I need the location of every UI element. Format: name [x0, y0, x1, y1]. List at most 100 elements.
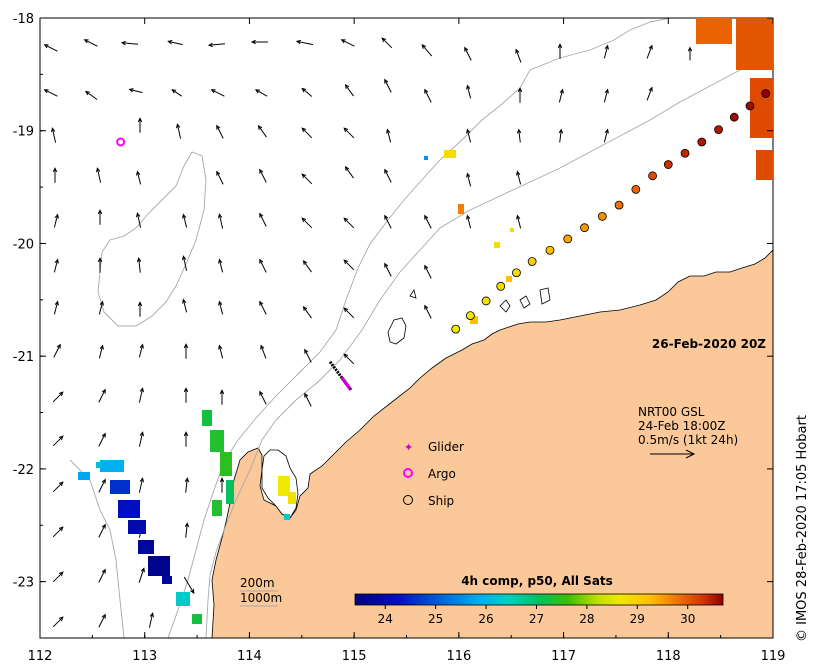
current-vector	[421, 44, 433, 57]
sst-patch	[278, 476, 290, 496]
ship-track-point	[614, 200, 624, 210]
sst-patch	[212, 500, 222, 516]
current-vector	[518, 129, 521, 143]
current-vector-head	[343, 353, 349, 359]
colorbar-title: 4h comp, p50, All Sats	[461, 574, 613, 588]
current-vector	[171, 89, 183, 97]
current-vector-head	[101, 432, 106, 438]
current-vector-head	[464, 46, 469, 52]
ship-track-point	[729, 112, 739, 122]
current-vector	[301, 173, 313, 185]
y-tick-label: -19	[13, 125, 34, 140]
current-vector	[52, 435, 64, 447]
current-vector	[343, 259, 355, 271]
current-vector	[558, 89, 564, 103]
current-vector-head	[304, 392, 309, 398]
velocity-scale-arrowhead	[685, 449, 696, 459]
sst-patch	[510, 228, 514, 232]
current-vector-head	[424, 214, 429, 220]
current-vector-head	[136, 257, 142, 263]
current-vector	[218, 345, 224, 359]
isobath-200m-label: 200m	[240, 576, 275, 590]
current-vector-head	[254, 89, 260, 94]
current-vector-head	[604, 128, 609, 134]
current-vector-head	[466, 214, 471, 220]
current-vector-head	[101, 613, 106, 619]
current-vector-head	[120, 40, 126, 46]
current-vector	[515, 49, 522, 63]
ship-track-point	[745, 101, 755, 111]
ship-track-point	[697, 137, 707, 147]
observation-layer	[116, 89, 771, 391]
current-vector-head	[516, 170, 521, 176]
current-vector	[148, 613, 154, 628]
current-vector	[208, 43, 226, 46]
current-vector	[466, 85, 472, 99]
current-vector	[218, 301, 224, 315]
ship-track-point	[714, 125, 723, 135]
current-vector	[183, 576, 195, 594]
current-vector-head	[99, 300, 104, 306]
current-vector-head	[175, 123, 181, 129]
current-vector-head	[183, 343, 189, 349]
current-vector-head	[421, 44, 427, 49]
sst-patch	[78, 472, 90, 480]
current-vector-head	[139, 343, 144, 349]
current-vector-head	[184, 522, 190, 528]
current-vector-head	[343, 127, 349, 133]
sst-patch	[176, 592, 190, 606]
ship-track-point	[465, 311, 475, 321]
current-vector-head	[687, 46, 693, 52]
current-vector-head	[183, 387, 189, 393]
current-vector	[603, 45, 609, 59]
current-vector	[603, 89, 609, 103]
current-vector	[138, 344, 144, 358]
current-vector-head	[139, 431, 145, 437]
colorbar-gradient	[354, 593, 724, 606]
map-timestamp: 26-Feb-2020 20Z	[652, 337, 766, 351]
current-vector	[136, 171, 142, 185]
sst-patch	[506, 276, 512, 282]
current-vector	[646, 45, 653, 59]
current-vector	[129, 88, 143, 94]
current-vector-head	[128, 88, 134, 93]
current-vector-head	[136, 170, 141, 176]
current-vector	[168, 40, 183, 46]
australia-land	[211, 249, 773, 638]
sst-patch	[202, 410, 212, 426]
ship-track-point	[580, 223, 589, 233]
current-vector	[176, 124, 182, 139]
x-tick-label: 113	[132, 649, 157, 664]
y-tick-label: -23	[13, 576, 34, 591]
current-vector-head	[384, 78, 389, 84]
current-vector-head	[83, 39, 89, 44]
current-vector	[138, 388, 144, 403]
current-vector-head	[648, 86, 653, 92]
current-vector-head	[101, 388, 106, 394]
current-vector	[185, 478, 188, 493]
current-vector-head	[149, 612, 155, 618]
current-vector	[303, 306, 312, 319]
current-vector-head	[97, 257, 103, 263]
current-vector	[136, 213, 142, 228]
current-vector	[386, 129, 392, 143]
current-vector-head	[343, 259, 349, 265]
plateau-outline	[97, 151, 207, 327]
current-vector	[98, 433, 106, 447]
ship-track-point	[563, 234, 573, 244]
current-vector	[304, 349, 312, 363]
current-vector-head	[466, 84, 471, 90]
ship-track-point	[527, 257, 537, 266]
argo-legend-icon	[403, 468, 413, 478]
current-vector-head	[386, 128, 391, 134]
current-vector-head	[344, 83, 350, 89]
current-vector-head	[184, 477, 190, 483]
current-vector	[424, 89, 432, 103]
current-vector-head	[424, 304, 429, 310]
current-vector	[304, 393, 312, 407]
current-vector	[424, 305, 432, 319]
current-vector	[52, 481, 64, 493]
current-vector	[303, 260, 312, 273]
current-vector	[216, 125, 224, 139]
